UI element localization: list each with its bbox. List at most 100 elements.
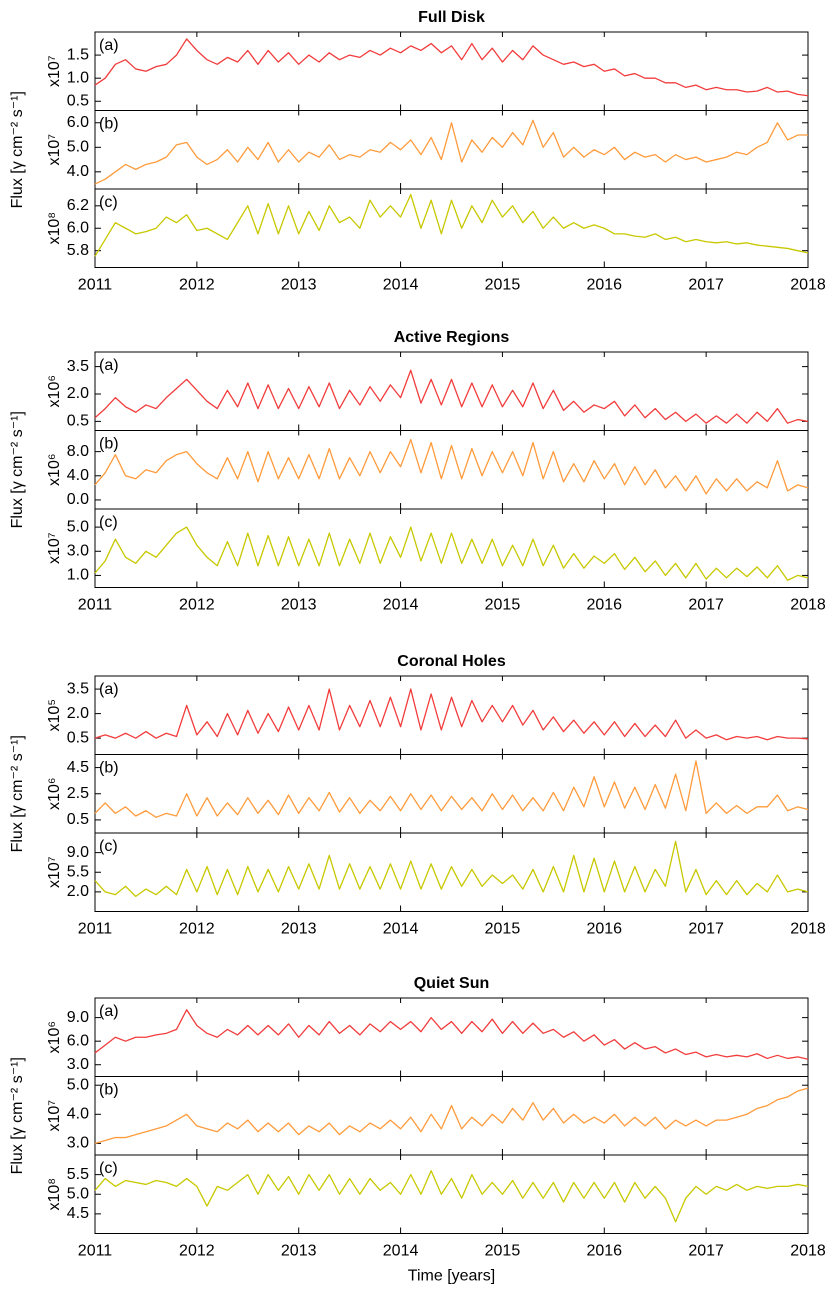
data-line — [94, 1087, 809, 1144]
data-line — [94, 119, 808, 185]
panel-frame — [94, 1154, 809, 1234]
y-tick-label: 5.0 — [67, 518, 89, 535]
scale-label: x10⁵ — [46, 699, 63, 731]
x-tick-label: 2018 — [790, 921, 826, 938]
y-tick-label: 1.0 — [67, 567, 89, 584]
y-tick-label: 3.5 — [67, 358, 89, 375]
panel-label: (b) — [99, 436, 119, 453]
y-tick-label: 0.5 — [67, 811, 89, 828]
panel-label: (c) — [99, 838, 118, 855]
x-tick-label: 2011 — [78, 921, 113, 938]
panel-label: (c) — [99, 514, 118, 531]
y-tick-label: 3.0 — [67, 1056, 89, 1073]
panel-label: (a) — [99, 1003, 119, 1020]
panel-frame — [94, 997, 809, 1077]
panel-frame — [94, 832, 809, 912]
x-axis-label: Time [years] — [408, 1268, 495, 1285]
chart-title: Quiet Sun — [414, 975, 490, 992]
panel-label: (a) — [99, 37, 119, 54]
scale-label: x10⁶ — [46, 375, 63, 407]
panel-frame — [94, 1076, 809, 1156]
chart-title: Active Regions — [394, 329, 510, 346]
y-tick-label: 5.0 — [67, 1076, 89, 1093]
x-tick-label: 2013 — [281, 597, 317, 614]
x-tick-label: 2014 — [383, 597, 419, 614]
x-tick-label: 2015 — [485, 1243, 521, 1260]
data-line — [94, 688, 809, 741]
scale-label: x10⁶ — [46, 454, 63, 486]
y-tick-label: 3.0 — [67, 542, 89, 559]
x-tick-label: 2013 — [281, 277, 317, 294]
y-tick-label: 5.0 — [67, 1185, 89, 1202]
x-tick-label: 2017 — [688, 1243, 724, 1260]
data-line — [94, 38, 809, 97]
y-axis-label: Flux [γ cm⁻² s⁻¹] — [9, 1057, 26, 1174]
x-tick-label: 2011 — [78, 597, 113, 614]
x-tick-label: 2013 — [281, 1243, 317, 1260]
x-tick-label: 2015 — [485, 277, 521, 294]
scale-label: x10⁷ — [46, 55, 63, 87]
y-tick-label: 3.5 — [67, 680, 89, 697]
scale-label: x10⁷ — [46, 1100, 63, 1132]
x-tick-label: 2018 — [790, 277, 826, 294]
x-tick-label: 2012 — [179, 1243, 215, 1260]
y-tick-label: 6.2 — [67, 197, 89, 214]
data-line — [94, 1009, 809, 1060]
panel-frame — [94, 430, 809, 510]
x-tick-label: 2017 — [688, 921, 724, 938]
scale-label: x10⁶ — [46, 778, 63, 810]
y-tick-label: 2.0 — [67, 385, 89, 402]
x-tick-label: 2018 — [790, 1243, 826, 1260]
y-tick-label: 5.5 — [67, 863, 89, 880]
panel-label: (c) — [99, 1160, 118, 1177]
y-tick-label: 4.0 — [67, 467, 89, 484]
y-tick-label: 2.0 — [67, 705, 89, 722]
scale-label: x10⁷ — [46, 532, 63, 564]
x-tick-label: 2017 — [688, 597, 724, 614]
y-tick-label: 4.0 — [67, 163, 89, 180]
data-line — [94, 526, 809, 581]
x-tick-label: 2014 — [383, 921, 419, 938]
y-tick-label: 0.0 — [67, 491, 89, 508]
y-tick-label: 6.0 — [67, 114, 89, 131]
y-tick-label: 5.8 — [67, 242, 89, 259]
x-tick-label: 2017 — [688, 277, 724, 294]
y-tick-label: 0.5 — [67, 92, 89, 109]
y-tick-label: 1.0 — [67, 69, 89, 86]
chart-title: Full Disk — [418, 9, 485, 26]
panel-label: (b) — [99, 760, 119, 777]
y-tick-label: 9.0 — [67, 1009, 89, 1026]
y-tick-label: 5.0 — [67, 139, 89, 156]
scale-label: x10⁶ — [46, 1021, 63, 1053]
y-tick-label: 2.5 — [67, 785, 89, 802]
y-tick-label: 6.0 — [67, 219, 89, 236]
x-tick-label: 2012 — [179, 277, 215, 294]
y-tick-label: 4.0 — [67, 1106, 89, 1123]
x-tick-label: 2015 — [485, 921, 521, 938]
y-tick-label: 6.0 — [67, 1032, 89, 1049]
scale-label: x10⁸ — [46, 212, 63, 245]
panel-frame — [94, 31, 809, 111]
y-tick-label: 1.5 — [67, 46, 89, 63]
scale-label: x10⁷ — [46, 856, 63, 888]
data-line — [94, 760, 809, 818]
y-tick-label: 0.5 — [67, 413, 89, 430]
scale-label: x10⁸ — [46, 1178, 63, 1211]
chart-title: Coronal Holes — [397, 653, 506, 670]
x-tick-label: 2011 — [78, 277, 113, 294]
y-tick-label: 3.0 — [67, 1135, 89, 1152]
y-tick-label: 2.0 — [67, 883, 89, 900]
panel-label: (a) — [99, 357, 119, 374]
panel-label: (b) — [99, 1082, 119, 1099]
x-tick-label: 2016 — [586, 277, 622, 294]
x-tick-label: 2016 — [586, 1243, 622, 1260]
y-tick-label: 9.0 — [67, 844, 89, 861]
data-line — [94, 193, 809, 257]
panel-frame — [94, 508, 809, 588]
panel-label: (b) — [99, 116, 119, 133]
y-tick-label: 4.5 — [67, 1205, 89, 1222]
x-tick-label: 2012 — [179, 597, 215, 614]
x-tick-label: 2012 — [179, 921, 215, 938]
x-tick-label: 2014 — [383, 1243, 419, 1260]
